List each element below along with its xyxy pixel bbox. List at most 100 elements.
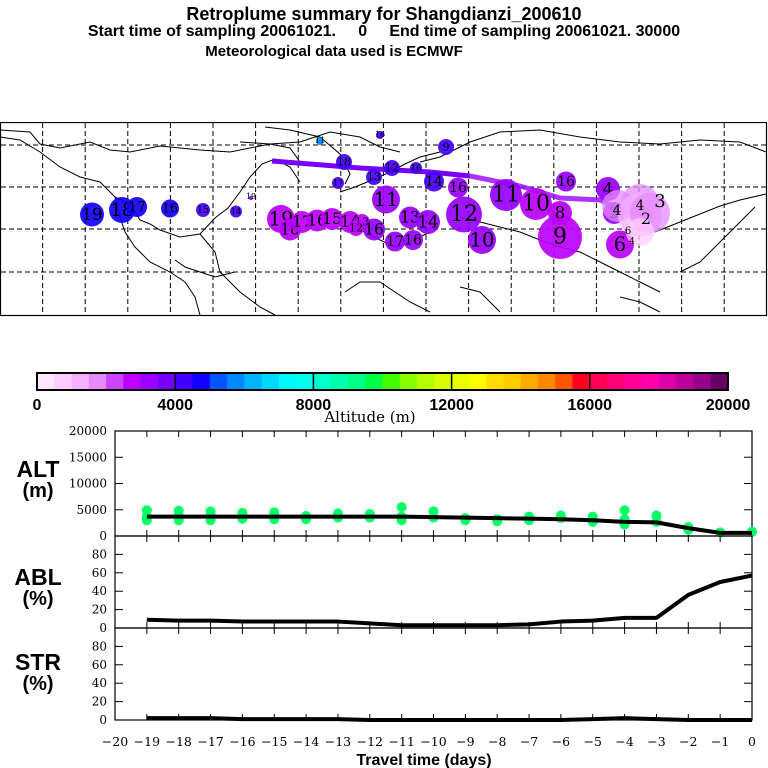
cluster-circle	[249, 196, 253, 200]
cluster-day-label: 12	[349, 222, 363, 235]
cluster-circle	[348, 220, 364, 236]
colorbar-tick-label: 4000	[157, 397, 193, 414]
alt-cluster-point	[524, 511, 535, 522]
cluster-circle	[366, 169, 382, 185]
alt-cluster-point	[396, 511, 407, 522]
cluster-day-label: 4	[603, 178, 614, 198]
x-tick-label: −12	[357, 734, 383, 749]
cluster-day-label: 9	[442, 141, 449, 154]
colorbar-cell	[693, 373, 712, 390]
alt-cluster-point	[428, 512, 439, 523]
colorbar-frame	[36, 372, 729, 391]
coastline	[459, 286, 501, 313]
alt-cluster-point	[141, 505, 152, 516]
sampling-time-subtitle: Start time of sampling 20061021. 0 End t…	[87, 23, 681, 40]
cluster-circle	[384, 160, 400, 176]
colorbar-cell	[434, 373, 453, 390]
alt-cluster-point	[651, 516, 662, 527]
coastline	[114, 158, 301, 238]
coastline	[619, 296, 661, 313]
y-tick-label: 20	[92, 695, 107, 709]
coastline	[174, 259, 236, 278]
alt-cluster-point	[587, 516, 598, 527]
cluster-day-label: 11	[492, 182, 520, 207]
cluster-day-label: 16	[404, 233, 422, 249]
x-tick-label: −17	[197, 734, 223, 749]
cluster-circle	[538, 215, 582, 259]
cluster-circle	[316, 137, 324, 145]
str-label: STR	[15, 649, 61, 675]
cluster-day-label: 14	[425, 174, 443, 190]
x-tick-label: −16	[229, 734, 255, 749]
colorbar-cell	[71, 373, 90, 390]
x-tick-label: −6	[552, 734, 570, 749]
cluster-circle	[321, 208, 343, 230]
alt-cluster-point	[205, 506, 216, 517]
cluster-day-label: 16	[449, 180, 467, 196]
altitude-colorbar: 0 4000 8000 12000 16000 20000 Altitude (m)	[33, 372, 750, 426]
alt-cluster-point	[460, 515, 471, 526]
colorbar-cell	[123, 373, 142, 390]
series-line	[146, 716, 752, 722]
alt-cluster-point	[747, 526, 757, 537]
cluster-circle	[446, 196, 482, 233]
coastline	[199, 233, 276, 316]
colorbar-label: Altitude (m)	[323, 408, 415, 426]
str-panel: 80 60 40 20 0	[92, 627, 753, 727]
alt-cluster-point	[173, 511, 184, 522]
alt-label: ALT	[16, 456, 60, 482]
x-tick-label: −9	[456, 734, 474, 749]
cluster-day-label: 17	[386, 234, 404, 250]
colorbar-cell	[382, 373, 401, 390]
alt-cluster-point	[492, 514, 503, 525]
cluster-day-label: 9	[553, 224, 567, 249]
y-tick-label: 40	[92, 584, 107, 598]
alt-cluster-point	[269, 507, 280, 518]
abl-label: ABL	[14, 564, 62, 590]
colorbar-cell	[209, 373, 228, 390]
cluster-day-label: 16	[162, 201, 178, 216]
cluster-day-label: 4	[629, 237, 635, 247]
cluster-day-label: 17	[128, 200, 146, 216]
cluster-circle	[230, 205, 242, 218]
colorbar-cell	[417, 373, 435, 390]
alt-cluster-point	[301, 514, 312, 525]
x-tick-label: −8	[488, 734, 506, 749]
cluster-circle	[556, 171, 576, 192]
colorbar-cell	[503, 373, 522, 390]
x-tick-label: −4	[615, 734, 633, 749]
cluster-circle	[127, 197, 147, 217]
y-tick-label: 0	[99, 713, 107, 727]
cluster-day-label: 10	[522, 191, 550, 216]
cluster-circle	[363, 218, 385, 241]
cluster-circle	[399, 206, 421, 229]
y-tick-label: 15000	[69, 450, 107, 464]
x-axis: −20 −19 −18 −17 −16 −15 −14 −13 −12 −11 −10 −9 −8 −7−…	[102, 734, 756, 749]
alt-cluster-point	[524, 515, 535, 526]
colorbar-cell	[658, 373, 677, 390]
colorbar-cell	[607, 373, 625, 390]
x-tick-label: −10	[420, 734, 446, 749]
cluster-circle	[490, 179, 522, 211]
colorbar-cell	[330, 373, 349, 390]
cluster-circle	[520, 188, 552, 220]
x-tick-label: −18	[166, 734, 192, 749]
alt-unit: (m)	[22, 480, 54, 502]
cluster-circle	[80, 202, 104, 227]
meteo-data-subtitle: Meteorological data used is ECMWF	[205, 43, 463, 60]
colorbar-cell	[88, 373, 107, 390]
y-tick-label: 5000	[76, 503, 107, 517]
colorbar-cell	[572, 373, 591, 390]
cluster-day-label: 18	[337, 156, 351, 169]
colorbar-tick-label: 8000	[296, 397, 332, 414]
alt-cluster-point	[683, 524, 694, 535]
cluster-day-label: 3	[654, 191, 665, 212]
alt-cluster-point	[173, 505, 184, 516]
y-tick-label: 20	[92, 603, 107, 617]
colorbar-cell	[261, 373, 280, 390]
cluster-day-label: 16	[375, 130, 385, 139]
alt-cluster-point	[396, 515, 407, 526]
cluster-day-label: 11	[374, 188, 399, 211]
cluster-day-label: 8	[555, 202, 566, 222]
alt-cluster-point	[173, 515, 184, 526]
